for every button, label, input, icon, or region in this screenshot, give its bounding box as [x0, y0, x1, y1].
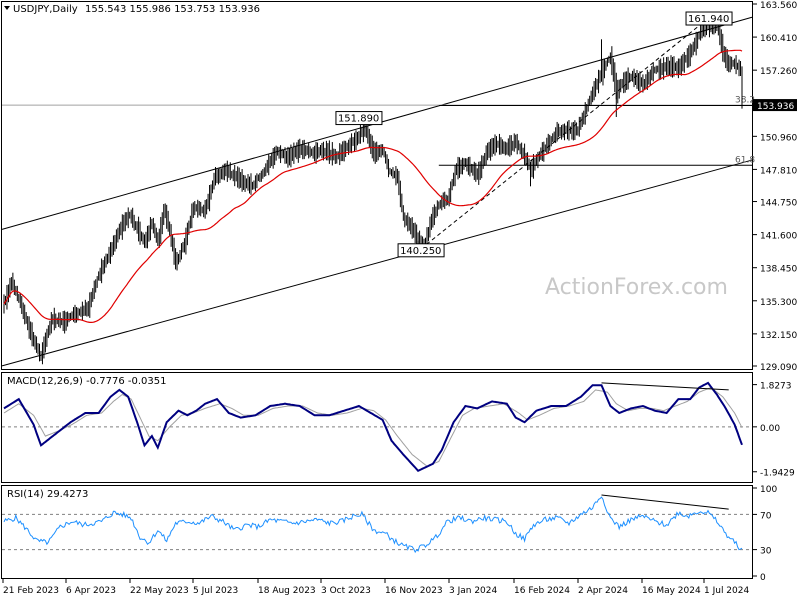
- swing-label-box: [335, 111, 383, 126]
- time-tick-label: 18 Aug 2023: [258, 586, 316, 596]
- price-tick-label: 147.810: [760, 166, 797, 176]
- current-price-label: 153.936: [757, 102, 794, 112]
- channel-lower-line: [1, 159, 753, 367]
- macd-divergence-line: [601, 382, 729, 391]
- time-tick-label: 6 Apr 2023: [66, 586, 116, 596]
- rsi-tick-label: 70: [760, 511, 772, 521]
- rsi-axis-ticks: 100 70 30 0: [2, 485, 777, 583]
- time-axis: 21 Feb 2023 6 Apr 2023 22 May 2023 5 Jul 20…: [2, 579, 749, 596]
- macd-lines: [3, 381, 743, 473]
- price-tick-label: 132.150: [760, 331, 797, 341]
- collapse-triangle-icon[interactable]: [4, 6, 10, 10]
- ohlc-label: 155.543 155.986 153.753 153.936: [85, 4, 260, 15]
- price-tick-label: 163.560: [760, 1, 797, 11]
- moving-average-line: [3, 49, 743, 323]
- rsi-tick-label: 100: [760, 485, 777, 495]
- time-tick-label: 16 Feb 2024: [514, 586, 570, 596]
- ma-line: [3, 49, 743, 323]
- chart-header: USDJPY,Daily 155.543 155.986 153.753 153…: [4, 4, 260, 15]
- symbol-label: USDJPY,Daily: [13, 4, 78, 15]
- price-tick-label: 141.600: [760, 232, 797, 242]
- price-tick-label: 144.750: [760, 199, 797, 209]
- watermark: ActionForex.com: [545, 275, 728, 300]
- price-tick-label: 129.090: [760, 363, 797, 373]
- swing-label: 140.250: [400, 246, 441, 257]
- rsi-divergence-line: [601, 494, 729, 510]
- time-tick-label: 5 Jul 2023: [193, 586, 238, 596]
- macd-tick-label: 1.8273: [760, 382, 792, 392]
- time-tick-label: 2 Apr 2024: [578, 586, 628, 596]
- price-tick-label: 160.410: [760, 34, 797, 44]
- swing-label-box: [685, 11, 733, 26]
- macd-line: [3, 381, 743, 473]
- fib-level-label: 61.8: [735, 155, 755, 165]
- current-price-tag: [753, 99, 797, 112]
- time-tick-label: 22 May 2023: [130, 586, 189, 596]
- fib-level-label: 38.2: [735, 95, 755, 105]
- macd-title: MACD(12,26,9) -0.7776 -0.0351: [7, 376, 167, 387]
- swing-label-box: [397, 243, 445, 258]
- rsi-panel[interactable]: [1, 485, 753, 579]
- time-tick-label: 1 Jul 2024: [704, 586, 749, 596]
- swing-label: 161.940: [688, 14, 729, 25]
- price-panel[interactable]: [1, 1, 753, 370]
- macd-axis-ticks: 1.8273 0.00 -1.9429: [2, 382, 795, 479]
- rsi-title: RSI(14) 29.4273: [7, 489, 88, 500]
- time-tick-label: 21 Feb 2023: [3, 586, 59, 596]
- price-tick-label: 135.300: [760, 298, 797, 308]
- macd-tick-label: 0.00: [760, 424, 780, 434]
- time-tick-label: 16 Nov 2023: [385, 586, 443, 596]
- price-tick-label: 150.960: [760, 133, 797, 143]
- time-tick-label: 3 Jan 2024: [449, 586, 497, 596]
- macd-tick-label: -1.9429: [760, 469, 795, 479]
- macd-panel[interactable]: [1, 372, 753, 483]
- rsi-tick-label: 0: [760, 573, 766, 583]
- price-swing-labels: 161.940 151.890 140.250 153.936: [335, 11, 797, 258]
- time-tick-label: 3 Oct 2023: [321, 586, 371, 596]
- price-annotations: 38.2 61.8: [1, 16, 755, 367]
- rsi-lines: [3, 494, 743, 554]
- time-tick-label: 16 May 2024: [642, 586, 701, 596]
- rsi-line: [3, 496, 743, 554]
- price-tick-label: 138.450: [760, 265, 797, 275]
- swing-label: 151.890: [338, 114, 379, 125]
- rsi-tick-label: 30: [760, 547, 772, 557]
- price-tick-label: 157.260: [760, 67, 797, 77]
